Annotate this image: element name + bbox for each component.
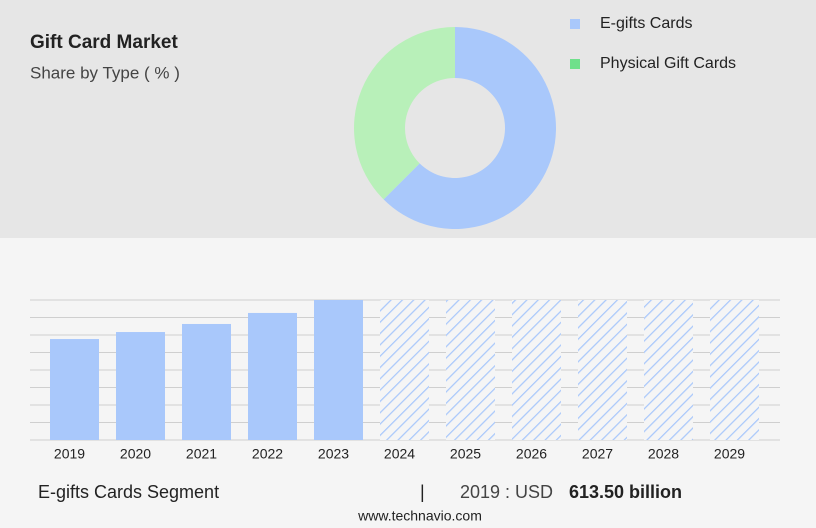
bar <box>314 300 363 440</box>
value: 613.50 billion <box>569 482 682 502</box>
x-tick-label: 2020 <box>120 446 151 462</box>
year-label: 2019 : USD <box>460 482 553 502</box>
donut-segment <box>353 27 455 200</box>
forecast-placeholder <box>380 300 429 440</box>
bar <box>50 339 99 440</box>
forecast-placeholder <box>446 300 495 440</box>
bar <box>248 312 297 440</box>
x-tick-label: 2019 <box>54 446 85 462</box>
bar <box>116 332 165 440</box>
x-tick-label: 2026 <box>516 446 547 462</box>
x-tick-label: 2029 <box>714 446 745 462</box>
forecast-placeholder <box>710 300 759 440</box>
source: www.technavio.com <box>357 508 482 524</box>
legend-label: E-gifts Cards <box>600 15 692 32</box>
legend-marker <box>570 19 580 29</box>
forecast-placeholder <box>578 300 627 440</box>
bar <box>182 323 231 440</box>
x-tick-label: 2028 <box>648 446 679 462</box>
legend-marker <box>570 59 580 69</box>
forecast-placeholder <box>644 300 693 440</box>
forecast-placeholder <box>512 300 561 440</box>
x-tick-label: 2021 <box>186 446 217 462</box>
charts: E-gifts Cards Physical Gift Cards 2019 2020… <box>30 15 780 462</box>
segment: E-gifts Cards Segment <box>38 482 219 502</box>
x-tick-label: 2027 <box>582 446 613 462</box>
subtitle: Share by Type ( % ) <box>30 63 180 82</box>
legend-label: Physical Gift Cards <box>600 55 736 72</box>
x-tick-label: 2022 <box>252 446 283 462</box>
donut-segment <box>383 27 556 229</box>
separator: | <box>420 482 425 502</box>
x-tick-label: 2025 <box>450 446 481 462</box>
x-tick-label: 2024 <box>384 446 415 462</box>
x-tick-label: 2023 <box>318 446 349 462</box>
title: Gift Card Market <box>30 32 178 53</box>
